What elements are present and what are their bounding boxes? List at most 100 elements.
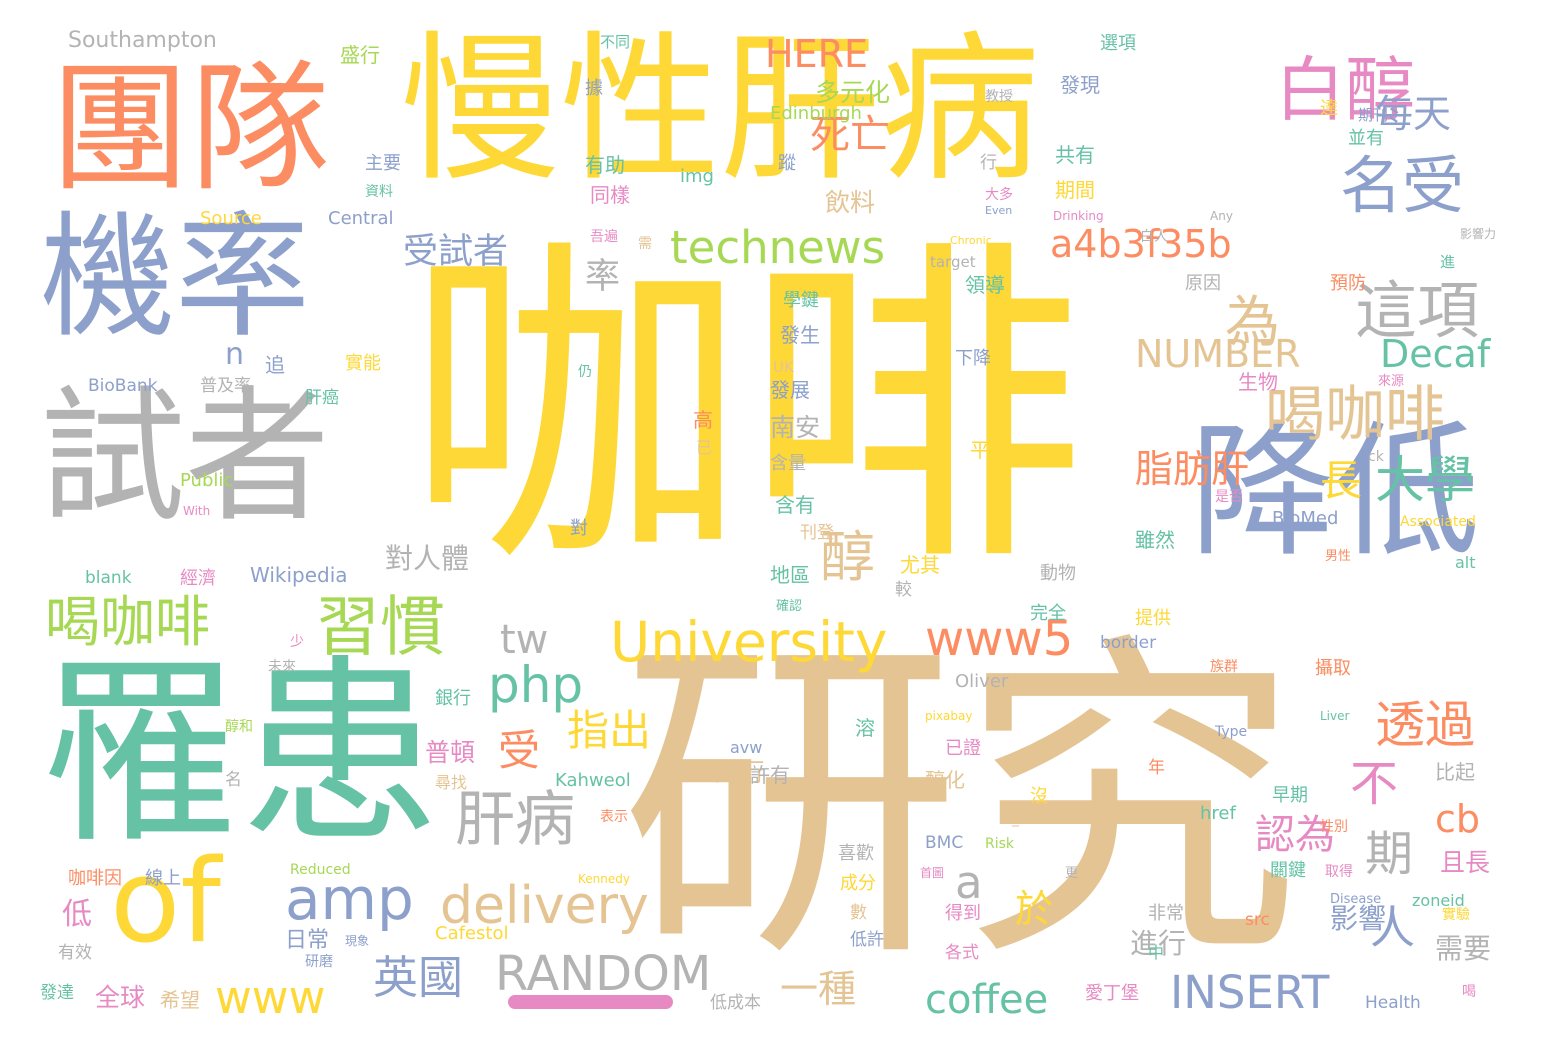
word-63: 普頓 xyxy=(425,738,476,767)
word-22: amp xyxy=(285,865,414,933)
word-4: 團隊 xyxy=(50,48,331,211)
word-141: 關鍵 xyxy=(1270,860,1306,881)
word-194: 表示 xyxy=(600,809,628,825)
word-98: 肝癌 xyxy=(305,388,339,408)
word-93: 發生 xyxy=(780,323,820,347)
word-30: HERE xyxy=(765,32,868,76)
word-127: Liver xyxy=(1320,709,1350,723)
word-186: 男性 xyxy=(1325,549,1352,564)
word-36: 醇 xyxy=(820,525,876,589)
word-55: Edinburgh xyxy=(770,103,862,124)
word-140: 成分 xyxy=(840,873,876,894)
word-39: 期 xyxy=(1365,826,1414,882)
word-16: technews xyxy=(670,221,886,274)
word-137: BMC xyxy=(925,833,964,853)
word-107: Public xyxy=(180,470,234,491)
word-113: 動物 xyxy=(1040,563,1076,584)
word-6: 試者 xyxy=(40,373,330,542)
word-148: Reduced xyxy=(290,862,351,878)
word-122: 族群 xyxy=(1210,659,1238,675)
word-172: 影響力 xyxy=(1460,227,1497,241)
word-33: 指出 xyxy=(567,706,652,755)
word-155: 各式 xyxy=(945,943,979,963)
word-112: 尤其 xyxy=(900,553,940,577)
word-198: 更 xyxy=(1065,866,1079,881)
word-154: 非常 xyxy=(1148,903,1184,924)
word-117: 完全 xyxy=(1030,603,1066,624)
word-92: 學鍵 xyxy=(783,290,819,311)
word-41: 不 xyxy=(1350,756,1399,812)
word-17: a4b3f35b xyxy=(1050,222,1232,266)
word-88: 達 xyxy=(1320,98,1338,119)
word-158: 有效 xyxy=(58,943,92,963)
word-167: Drinking xyxy=(1053,209,1104,223)
word-66: 低 xyxy=(62,897,92,932)
word-1: 研究 xyxy=(620,607,1300,1003)
word-169: Chronic xyxy=(950,234,992,247)
word-58: 影響 xyxy=(1330,902,1387,935)
word-183: ck xyxy=(1368,449,1384,465)
word-20: 大學 xyxy=(1375,451,1475,509)
word-96: BioBank xyxy=(88,376,158,396)
word-171: 白人 xyxy=(1140,229,1168,245)
word-164: Health xyxy=(1365,993,1421,1013)
word-145: Disease xyxy=(1330,892,1382,907)
word-181: 高 xyxy=(693,408,713,432)
word-189: 少 xyxy=(290,634,304,650)
word-147: 線上 xyxy=(145,868,181,889)
word-136: href xyxy=(1200,803,1236,824)
word-37: 為 xyxy=(1225,290,1281,354)
word-56: 飲料 xyxy=(825,188,876,217)
word-156: src xyxy=(1245,910,1270,930)
word-118: 經濟 xyxy=(180,568,216,589)
word-18: NUMBER xyxy=(1135,332,1301,376)
word-0: 咖啡 xyxy=(405,212,1085,608)
word-94: 實能 xyxy=(345,353,381,374)
word-168: Any xyxy=(1210,209,1233,223)
word-157: 中 xyxy=(1148,943,1165,962)
word-131: 醇化 xyxy=(925,768,965,792)
word-34: php xyxy=(488,656,584,714)
word-91: 領導 xyxy=(965,273,1005,297)
word-108: With xyxy=(183,504,211,518)
word-187: 對 xyxy=(570,518,588,539)
word-146: 咖啡因 xyxy=(68,868,122,889)
word-191: 醇和 xyxy=(225,719,253,735)
word-52: Southampton xyxy=(68,28,217,53)
word-54: 多元化 xyxy=(815,78,891,107)
word-25: www5 xyxy=(925,611,1074,667)
word-78: 同樣 xyxy=(590,183,630,207)
word-67: Kahweol xyxy=(555,770,631,791)
word-21: 肝病 xyxy=(455,785,575,855)
word-15: University xyxy=(610,610,888,674)
word-123: Oliver xyxy=(955,671,1009,692)
word-104: 含量 xyxy=(770,453,806,474)
word-65: 希望 xyxy=(160,988,200,1012)
word-48: 認為 xyxy=(1255,812,1335,858)
word-114: 較 xyxy=(895,580,912,600)
word-150: Cafestol xyxy=(435,923,509,944)
word-40: 人 xyxy=(1370,901,1416,954)
word-62: 風行 xyxy=(715,758,766,787)
word-100: 發展 xyxy=(770,378,810,402)
word-80: 期間 xyxy=(1055,178,1095,202)
word-162: 低成本 xyxy=(710,993,761,1013)
word-76: 資料 xyxy=(365,184,393,200)
word-116: 提供 xyxy=(1135,608,1171,629)
word-31: 死亡 xyxy=(810,112,890,158)
word-2: 慢性肝病 xyxy=(400,16,1041,203)
word-102: 生物 xyxy=(1238,370,1278,394)
word-35: 英國 xyxy=(373,951,464,1004)
word-177: 吾遍 xyxy=(590,229,618,245)
word-70: Source xyxy=(200,208,262,229)
word-134: 比起 xyxy=(1435,760,1475,784)
word-24: RANDOM xyxy=(495,946,712,1002)
word-95: 追 xyxy=(265,353,285,377)
word-106: 刊登 xyxy=(800,523,834,543)
word-79: 共有 xyxy=(1055,143,1095,167)
word-153: 得到 xyxy=(945,903,981,924)
word-119: blank xyxy=(85,568,132,588)
word-46: 受 xyxy=(498,726,541,775)
word-120: border xyxy=(1100,633,1157,653)
